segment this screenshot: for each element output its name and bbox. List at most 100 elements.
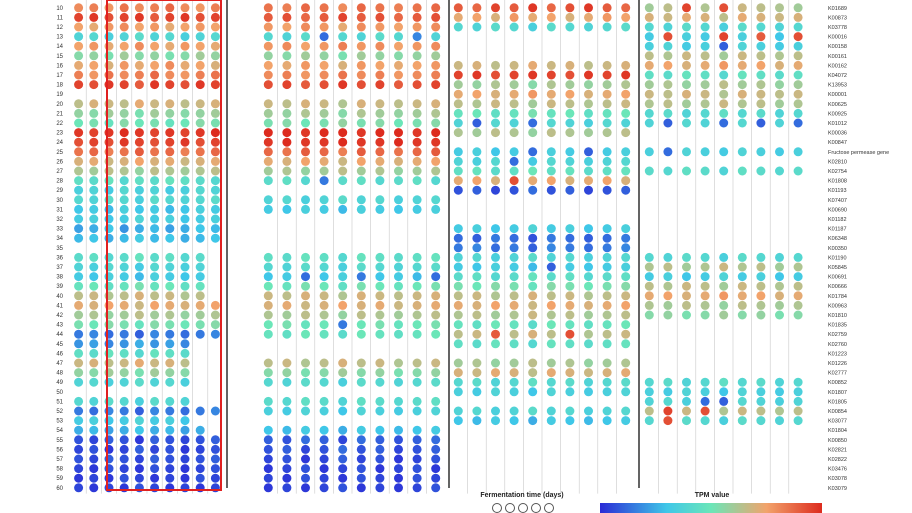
heatmap-cell [602, 147, 612, 157]
heatmap-cell [104, 252, 114, 262]
heatmap-cell [375, 406, 385, 416]
heatmap-cell [412, 425, 422, 435]
heatmap-cell [263, 454, 273, 464]
row-label: 48 [56, 371, 63, 377]
heatmap-cell [134, 118, 144, 128]
heatmap-cell [775, 32, 784, 42]
heatmap-cell [528, 320, 538, 330]
heatmap-cell [356, 252, 366, 262]
heatmap-cell [491, 262, 500, 272]
heatmap-cell [338, 483, 348, 493]
heatmap-cell [602, 185, 612, 195]
heatmap-cell [263, 358, 273, 368]
heatmap-cell [150, 310, 160, 320]
heatmap-cell [356, 41, 366, 51]
heatmap-cell [793, 377, 803, 387]
heatmap-cell [89, 348, 99, 358]
heatmap-cell [263, 195, 273, 205]
heatmap-cell [719, 41, 729, 51]
heatmap-cell [472, 377, 482, 387]
heatmap-cell [644, 416, 654, 426]
heatmap-cell [74, 3, 84, 13]
heatmap-cell [491, 291, 500, 301]
heatmap-cell [263, 272, 273, 282]
heatmap-cell [282, 51, 292, 61]
heatmap-cell [528, 60, 538, 70]
heatmap-cell [301, 99, 310, 109]
heatmap-cell [74, 300, 84, 310]
gene-label: K03079 [828, 486, 847, 492]
heatmap-cell [793, 12, 803, 22]
heatmap-cell [150, 281, 160, 291]
heatmap-cell [719, 387, 729, 397]
heatmap-cell [491, 416, 500, 426]
heatmap-cell [165, 204, 175, 214]
heatmap-cell [793, 147, 803, 157]
heatmap-cell [793, 51, 803, 61]
row-label: 29 [56, 188, 63, 194]
heatmap-cell [375, 262, 385, 272]
heatmap-cell [602, 272, 612, 282]
heatmap-cell [509, 262, 519, 272]
row-label: 35 [56, 246, 63, 252]
heatmap-cell [756, 89, 766, 99]
heatmap-cell [663, 70, 673, 80]
heatmap-cell [301, 406, 310, 416]
heatmap-cell [472, 176, 482, 186]
heatmap-cell [338, 12, 348, 22]
heatmap-cell [565, 243, 575, 253]
heatmap-cell [210, 147, 220, 157]
heatmap-cell [700, 416, 710, 426]
heatmap-cell [375, 368, 385, 378]
heatmap-cell [663, 396, 673, 406]
heatmap-cell [210, 137, 220, 147]
row-label: 45 [56, 342, 63, 348]
heatmap-cell [356, 483, 366, 493]
heatmap-cell [412, 108, 422, 118]
heatmap-cell [104, 396, 114, 406]
heatmap-panel [263, 0, 441, 494]
heatmap-cell [509, 89, 519, 99]
heatmap-cell [719, 166, 729, 176]
heatmap-cell [195, 32, 205, 42]
gene-label: K02754 [828, 169, 847, 175]
heatmap-cell [546, 406, 556, 416]
heatmap-cell [663, 272, 673, 282]
row-label: 13 [56, 35, 63, 41]
heatmap-cell [104, 166, 114, 176]
heatmap-cell [119, 252, 129, 262]
heatmap-cell [472, 108, 482, 118]
heatmap-cell [491, 387, 500, 397]
heatmap-cell [375, 444, 385, 454]
heatmap-cell [394, 108, 403, 118]
heatmap-cell [119, 320, 129, 330]
heatmap-cell [301, 60, 310, 70]
heatmap-cell [195, 80, 205, 90]
row-label: 12 [56, 25, 63, 31]
heatmap-cell [356, 464, 366, 474]
heatmap-cell [263, 291, 273, 301]
heatmap-cell [472, 339, 482, 349]
heatmap-cell [472, 243, 482, 253]
heatmap-cell [453, 147, 463, 157]
heatmap-cell [301, 80, 310, 90]
heatmap-cell [356, 99, 366, 109]
heatmap-cell [700, 262, 710, 272]
heatmap-cell [89, 473, 99, 483]
heatmap-cell [104, 425, 114, 435]
heatmap-cell [375, 483, 385, 493]
heatmap-cell [546, 224, 556, 234]
heatmap-cell [119, 435, 129, 445]
heatmap-cell [621, 368, 631, 378]
heatmap-cell [282, 32, 292, 42]
heatmap-cell [282, 377, 292, 387]
heatmap-cell [165, 22, 175, 32]
heatmap-cell [165, 195, 175, 205]
heatmap-cell [89, 185, 99, 195]
heatmap-cell [621, 60, 631, 70]
heatmap-cell [509, 252, 519, 262]
heatmap-cell [700, 12, 710, 22]
heatmap-cell [180, 108, 190, 118]
heatmap-cell [453, 358, 463, 368]
heatmap-cell [134, 464, 144, 474]
